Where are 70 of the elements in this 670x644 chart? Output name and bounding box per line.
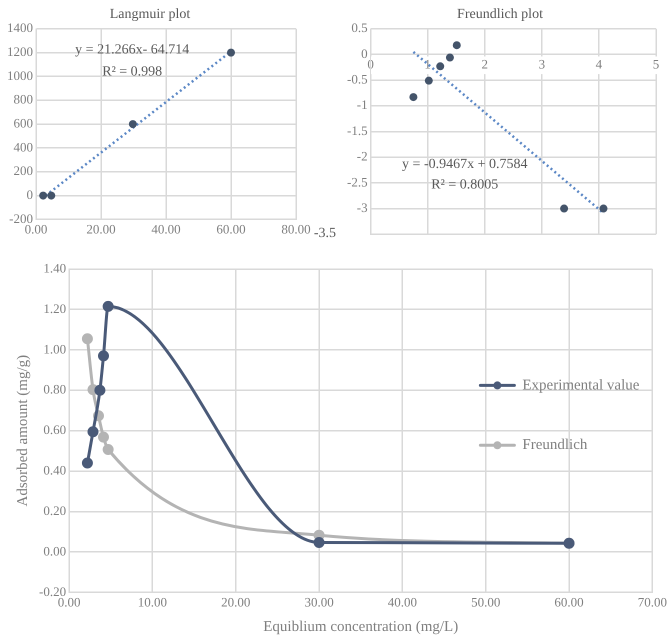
y-tick-label: 0.60 xyxy=(43,422,66,438)
point xyxy=(409,93,418,102)
y-tick-label: 0.20 xyxy=(43,502,66,518)
x-tick-label: 40.00 xyxy=(388,594,418,610)
x-tick-label: 3 xyxy=(538,56,546,72)
point xyxy=(424,76,433,85)
x-tick-label: 5 xyxy=(652,56,660,72)
y-tick-label: -0.5 xyxy=(346,72,368,87)
y-tick-label: -2 xyxy=(356,148,368,164)
x-tick-label: 60.00 xyxy=(554,594,584,610)
point xyxy=(47,192,56,200)
x-tick-label: 10.00 xyxy=(138,594,168,610)
y-tick-label: 0.80 xyxy=(43,382,66,397)
y-tick-label: 1.00 xyxy=(43,341,66,356)
point xyxy=(102,444,114,455)
y-tick-label: 400 xyxy=(14,139,33,154)
point xyxy=(94,384,106,396)
x-tick-label: 80.00 xyxy=(281,222,311,237)
y-tick-label: -1.5 xyxy=(346,122,368,138)
point xyxy=(128,120,137,128)
y-tick-label: -2.5 xyxy=(346,174,368,190)
point xyxy=(314,536,325,548)
x-tick-label: 60.00 xyxy=(216,222,246,237)
x-tick-label: 70.00 xyxy=(638,594,667,610)
chart-title: Freundlich plot xyxy=(457,7,544,22)
y-tick-label: 0 xyxy=(361,46,368,61)
point xyxy=(98,350,109,362)
x-tick-label: 30.00 xyxy=(304,594,334,610)
point xyxy=(82,458,93,469)
y-tick-label: -1 xyxy=(356,97,368,112)
point xyxy=(227,48,235,57)
annotation: y = 21.266x- 64.714 xyxy=(75,42,190,58)
y-tick-label: 0 xyxy=(26,186,33,202)
y-tick-label: 800 xyxy=(14,92,33,107)
point xyxy=(39,192,48,200)
annotation: R² = 0.998 xyxy=(102,64,162,80)
y-tick-label: 1.40 xyxy=(43,260,66,276)
point xyxy=(560,204,568,213)
x-tick-label: 20.00 xyxy=(221,594,250,610)
annotation: y = -0.9467x + 0.7584 xyxy=(402,157,528,172)
y-tick-label: 0.40 xyxy=(43,462,66,478)
x-tick-label: 2 xyxy=(481,56,488,72)
chart-title: Langmuir plot xyxy=(110,7,190,22)
y-tick-label: 0.00 xyxy=(43,543,66,558)
x-tick-label: 20.00 xyxy=(86,222,116,237)
y-axis-title: Adsorbed amount (mg/g) xyxy=(14,354,31,507)
point xyxy=(599,204,608,213)
y-tick-label: 1400 xyxy=(7,20,33,36)
y-tick-label: 1.20 xyxy=(43,300,66,316)
point xyxy=(82,333,93,344)
y-tick-label: 600 xyxy=(14,116,33,131)
text: -3.5 xyxy=(314,226,336,242)
point xyxy=(87,426,98,438)
x-tick-label: 40.00 xyxy=(151,222,181,237)
legend-label: Experimental value xyxy=(522,377,640,394)
annotation: R² = 0.8005 xyxy=(431,178,498,193)
legend-label: Freundlich xyxy=(522,437,588,454)
point xyxy=(102,300,114,312)
x-tick-label: 50.00 xyxy=(471,594,500,610)
y-tick-label: 1200 xyxy=(7,44,33,60)
y-tick-label: 200 xyxy=(14,163,33,178)
point xyxy=(446,54,454,62)
point xyxy=(98,432,109,443)
x-axis-title: Equiblium concentration (mg/L) xyxy=(263,618,458,635)
point xyxy=(452,41,461,50)
y-tick-label: 1000 xyxy=(7,68,33,83)
y-tick-label: -3 xyxy=(356,200,368,215)
point xyxy=(436,62,444,70)
y-tick-label: 0.5 xyxy=(351,20,368,36)
x-tick-label: 4 xyxy=(596,56,603,72)
